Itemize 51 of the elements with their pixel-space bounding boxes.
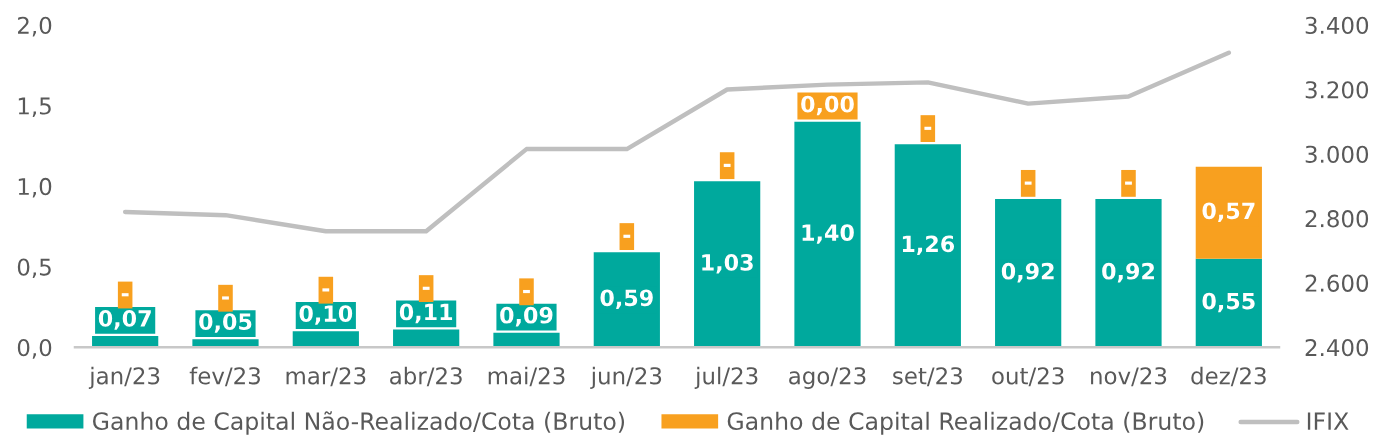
data-label: - (1024, 181, 1032, 185)
x-tick-label: nov/23 (1091, 367, 1167, 387)
data-label: - (121, 293, 129, 297)
y2-tick-label: 2.800 (1305, 210, 1369, 228)
x-tick-label: jun/23 (590, 366, 662, 389)
data-label: 0,07 (98, 310, 151, 330)
y-tick-label: 2,0 (18, 16, 52, 37)
y-tick-label: 0,5 (17, 258, 51, 279)
data-label: 0,11 (399, 303, 453, 324)
data-label: 1,03 (702, 253, 753, 274)
y-tick-label: 0,0 (17, 339, 52, 359)
data-label: - (422, 286, 430, 290)
data-label: - (222, 296, 229, 300)
data-label: 0,92 (1102, 262, 1154, 283)
x-tick-label: out/23 (992, 367, 1064, 387)
y2-tick-label: 3.200 (1305, 81, 1369, 99)
x-tick-label: ago/23 (789, 367, 866, 389)
y2-tick-label: 2.400 (1305, 339, 1369, 357)
y2-tick-label: 3.400 (1305, 16, 1369, 35)
data-label: - (623, 234, 631, 238)
y2-tick-label: 3.000 (1305, 145, 1369, 163)
data-label: 0,09 (500, 306, 553, 327)
x-tick-label: set/23 (893, 367, 962, 387)
legend-label: IFIX (1307, 412, 1349, 430)
y-tick-label: 1,5 (18, 97, 51, 117)
y2-tick-label: 2.600 (1305, 274, 1369, 292)
data-label: 0,92 (1001, 262, 1054, 283)
x-tick-label: jan/23 (88, 366, 160, 389)
x-tick-label: dez/23 (1191, 366, 1266, 387)
data-label: - (723, 163, 731, 167)
data-label: 0,59 (600, 289, 653, 310)
x-tick-label: mai/23 (488, 366, 565, 387)
data-label: - (523, 289, 530, 294)
x-tick-label: abr/23 (390, 366, 462, 387)
legend-label: Ganho de Capital Realizado/Cota (Bruto) (727, 411, 1204, 435)
data-label: 0,57 (1202, 202, 1255, 223)
data-label: 0,10 (299, 305, 353, 325)
data-label: 1,26 (902, 235, 955, 256)
x-tick-label: jul/23 (694, 366, 758, 389)
data-label: 0,00 (801, 95, 854, 116)
y-tick-label: 1,0 (18, 177, 52, 198)
data-label: 0,55 (1202, 292, 1255, 313)
legend-label: Ganho de Capital Não-Realizado/Cota (Bruto) (93, 411, 625, 435)
data-label: 0,05 (199, 313, 252, 333)
data-label: - (322, 288, 330, 292)
x-tick-label: fev/23 (189, 366, 260, 387)
x-tick-label: mar/23 (286, 367, 366, 387)
data-label: - (1125, 181, 1132, 185)
bar (894, 144, 961, 348)
data-label: - (924, 126, 932, 130)
data-label: 1,40 (802, 224, 854, 244)
